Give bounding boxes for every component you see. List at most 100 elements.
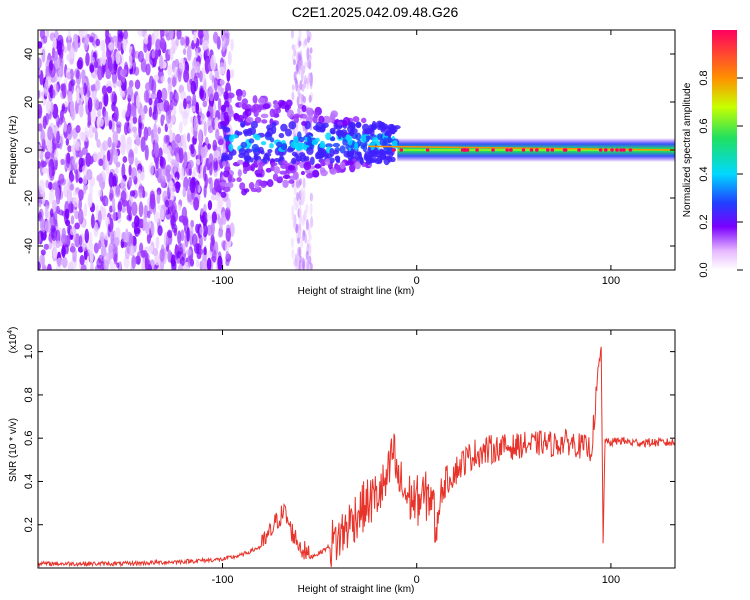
spectrogram-cell bbox=[128, 176, 133, 188]
spectrogram-cell bbox=[66, 124, 73, 141]
spectrogram-cell bbox=[371, 136, 379, 145]
spectrogram-cell bbox=[293, 196, 297, 206]
spectrogram-cell bbox=[236, 94, 242, 102]
spectrogram-peak bbox=[391, 148, 396, 152]
spectrogram-cell bbox=[69, 47, 76, 58]
spectrogram-cell bbox=[271, 121, 277, 127]
spectrogram-cell bbox=[225, 240, 229, 254]
spectrogram-cell bbox=[207, 143, 211, 150]
spectrogram-cell bbox=[41, 160, 47, 168]
spectrogram-cell bbox=[141, 255, 146, 270]
spectrogram-cell bbox=[159, 155, 164, 167]
spectrogram-cell bbox=[185, 248, 192, 256]
spectrogram-cell bbox=[306, 30, 310, 38]
spectrogram-cell bbox=[75, 125, 81, 133]
spectrogram-cell bbox=[164, 123, 169, 133]
spectrogram-cell bbox=[170, 115, 176, 124]
spectrogram-cell bbox=[319, 140, 325, 147]
spectrogram-cell bbox=[137, 30, 144, 37]
spectrogram-peak bbox=[529, 148, 534, 152]
spectrogram-cell bbox=[53, 211, 58, 226]
spectrogram-cell bbox=[66, 41, 72, 52]
spectrogram-cell bbox=[195, 47, 199, 58]
spectrogram-cell bbox=[78, 189, 84, 201]
spectrogram-cell bbox=[325, 132, 332, 141]
spectrogram-cell bbox=[93, 221, 99, 238]
spectrogram-peak bbox=[399, 148, 404, 152]
spectrogram-peak bbox=[460, 148, 465, 152]
spectrogram-peak bbox=[425, 148, 430, 152]
snr-y-label: SNR (10 * v/v) bbox=[8, 418, 19, 482]
spectrogram-cell bbox=[171, 223, 178, 234]
spectrogram-cell bbox=[306, 47, 310, 61]
spectrogram-cell bbox=[107, 136, 112, 148]
spectrogram-heatmap bbox=[38, 30, 675, 270]
spectrogram-cell bbox=[86, 169, 93, 181]
spectrogram-cell bbox=[83, 202, 88, 217]
spectrogram-cell bbox=[306, 35, 310, 44]
spectrogram-cell bbox=[180, 36, 185, 46]
spectrogram-cell bbox=[305, 172, 314, 179]
spectrogram-cell bbox=[387, 136, 392, 144]
spectrogram-cell bbox=[97, 109, 102, 118]
spectrogram-cell bbox=[306, 59, 310, 69]
spectrogram-cell bbox=[295, 50, 299, 62]
spectrogram-cell bbox=[329, 168, 338, 175]
spectrogram-cell bbox=[153, 74, 159, 82]
spectrogram-cell bbox=[298, 260, 302, 270]
spectrogram-cell bbox=[300, 170, 306, 176]
spectrogram-cell bbox=[79, 131, 85, 141]
spectrogram-cell bbox=[78, 103, 84, 118]
spectrogram-cell bbox=[64, 244, 69, 255]
spectrogram-cell bbox=[149, 193, 156, 210]
spectrogram-cell bbox=[301, 120, 307, 126]
spectrogram-cell bbox=[52, 199, 57, 212]
spectrogram-cell bbox=[61, 103, 66, 112]
spectrogram-cell bbox=[183, 151, 188, 168]
spectrogram-cell bbox=[306, 146, 314, 156]
spectrogram-cell bbox=[297, 131, 302, 141]
spectrogram-cell bbox=[197, 30, 204, 40]
spectrogram-cell bbox=[190, 219, 195, 228]
spectrogram-cell bbox=[186, 45, 192, 62]
spectrogram-cell bbox=[320, 158, 326, 167]
spectrogram-cell bbox=[306, 259, 310, 270]
spectrogram-cell bbox=[111, 91, 117, 106]
spectrogram-cell bbox=[134, 79, 141, 90]
spectrogram-cell bbox=[381, 123, 389, 130]
spectrogram-cell bbox=[329, 116, 335, 124]
spectrogram-cell bbox=[137, 50, 144, 63]
spectrogram-cell bbox=[168, 180, 174, 189]
snr-multiplier-label: (x104) bbox=[7, 327, 19, 354]
spectrogram-cell bbox=[146, 126, 152, 137]
spectrogram-y-label: Frequency (Hz) bbox=[8, 116, 19, 185]
spectrogram-cell bbox=[228, 143, 234, 152]
snr-series-line bbox=[38, 346, 675, 568]
spectrogram-cell bbox=[148, 97, 153, 106]
spectrogram-cell bbox=[52, 248, 58, 259]
spectrogram-cell bbox=[161, 87, 168, 102]
spectrogram-cell bbox=[61, 256, 68, 269]
spectrogram-cell bbox=[128, 233, 134, 247]
spectrogram-cell bbox=[48, 241, 53, 250]
spectrogram-cell bbox=[298, 246, 302, 258]
spectrogram-cell bbox=[241, 102, 247, 110]
spectrogram-cell bbox=[76, 59, 83, 70]
spectrogram-cell bbox=[115, 184, 121, 196]
spectrogram-cell bbox=[169, 100, 174, 111]
spectrogram-cell bbox=[115, 227, 121, 241]
spectrogram-cell bbox=[303, 156, 310, 161]
snr-panel: -100 0 100 0.2 0.4 0.6 0.8 1.0 Height of straig… bbox=[7, 327, 676, 595]
spectrogram-cell bbox=[100, 245, 107, 258]
spectrogram-cell bbox=[377, 124, 382, 131]
spectrogram-cell bbox=[177, 264, 184, 270]
spectrogram-cell bbox=[143, 33, 149, 45]
spectrogram-cell bbox=[46, 263, 52, 270]
spectrogram-cell bbox=[279, 170, 288, 175]
spectrogram-cell bbox=[131, 221, 136, 229]
spectrogram-cell bbox=[138, 183, 144, 199]
spectrogram-x-tick-label: -100 bbox=[211, 275, 233, 287]
spectrogram-cell bbox=[136, 169, 142, 184]
spectrogram-cell bbox=[38, 160, 41, 169]
spectrogram-cell bbox=[108, 120, 113, 130]
